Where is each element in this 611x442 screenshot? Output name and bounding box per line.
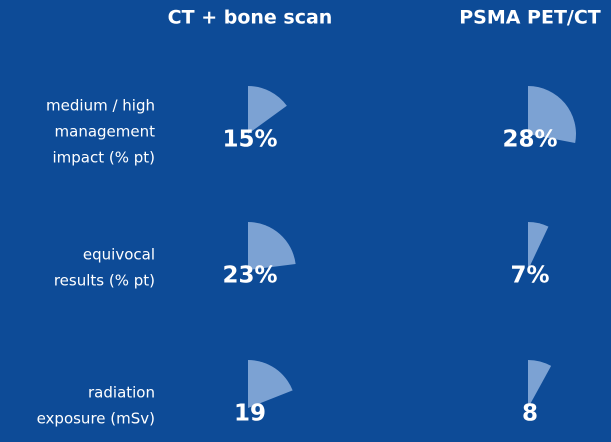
value-label: 15% [222, 127, 277, 153]
value-label: 19 [234, 401, 266, 427]
value-label: 8 [522, 401, 538, 427]
row-label: results (% pt) [54, 272, 155, 290]
row-label: exposure (mSv) [37, 410, 155, 428]
wedge [528, 85, 576, 143]
wedge [248, 222, 296, 270]
wedge [528, 360, 552, 408]
wedge [528, 222, 549, 270]
value-label: 28% [502, 127, 557, 153]
column-header: PSMA PET/CT [459, 7, 601, 29]
row-label: management [55, 123, 156, 141]
row-label: medium / high [46, 97, 155, 115]
row-label: radiation [88, 384, 155, 402]
row-label: equivocal [83, 246, 155, 264]
row-label: impact (% pt) [52, 149, 155, 167]
column-header: CT + bone scan [168, 7, 333, 29]
value-label: 23% [222, 263, 277, 289]
wedge [248, 86, 287, 134]
value-label: 7% [510, 263, 549, 289]
wedge [248, 360, 293, 408]
